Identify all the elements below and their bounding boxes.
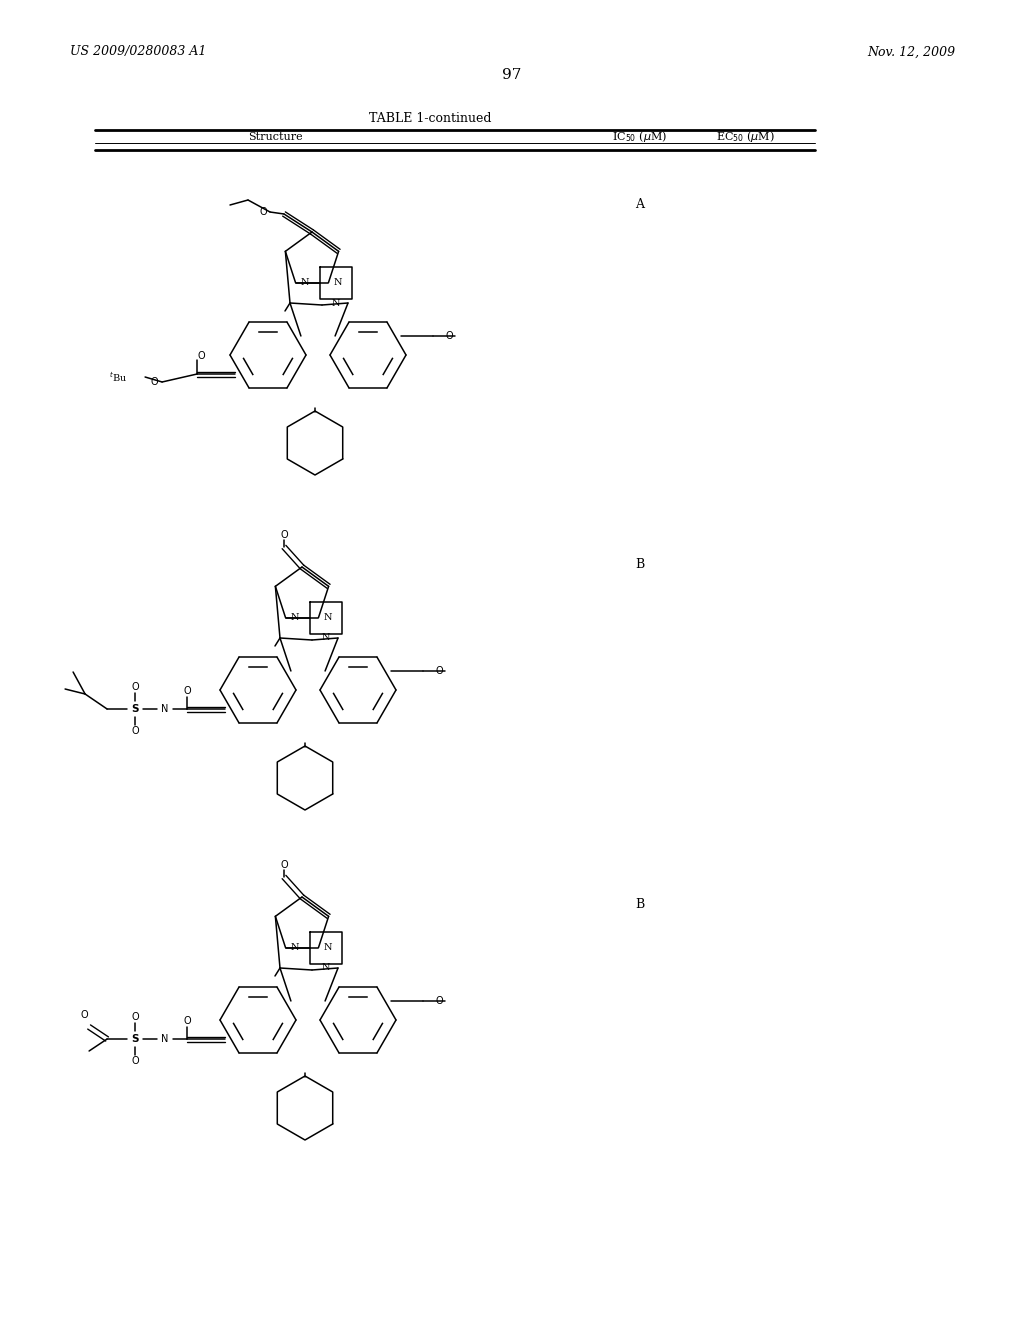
Text: O: O: [281, 531, 288, 540]
Text: N: N: [322, 964, 331, 973]
Text: 97: 97: [503, 69, 521, 82]
Text: EC$_{50}$ ($\mu$M): EC$_{50}$ ($\mu$M): [716, 129, 774, 144]
Text: O: O: [151, 378, 158, 387]
Text: O: O: [131, 726, 139, 737]
Text: N: N: [291, 944, 299, 952]
Text: IC$_{50}$ ($\mu$M): IC$_{50}$ ($\mu$M): [612, 129, 668, 144]
Text: N: N: [291, 614, 299, 622]
Text: N: N: [300, 279, 309, 288]
Text: N: N: [162, 704, 169, 714]
Text: N: N: [334, 279, 342, 288]
Text: O: O: [183, 1016, 190, 1026]
Text: N: N: [162, 1034, 169, 1044]
Text: O: O: [198, 351, 205, 360]
Text: US 2009/0280083 A1: US 2009/0280083 A1: [70, 45, 207, 58]
Text: S: S: [131, 704, 139, 714]
Text: O: O: [131, 682, 139, 692]
Text: A: A: [636, 198, 644, 211]
Text: Nov. 12, 2009: Nov. 12, 2009: [867, 45, 955, 58]
Text: O: O: [131, 1056, 139, 1067]
Text: O: O: [131, 1012, 139, 1022]
Text: N: N: [324, 944, 332, 952]
Text: O: O: [183, 686, 190, 696]
Text: B: B: [635, 558, 645, 572]
Text: B: B: [635, 899, 645, 912]
Text: O: O: [435, 997, 442, 1006]
Text: Structure: Structure: [248, 132, 302, 143]
Text: N: N: [332, 298, 341, 308]
Text: O: O: [259, 207, 267, 216]
Text: O: O: [80, 1010, 88, 1020]
Text: N: N: [322, 634, 331, 643]
Text: $^t$Bu: $^t$Bu: [109, 370, 127, 384]
Text: O: O: [435, 667, 442, 676]
Text: S: S: [131, 1034, 139, 1044]
Text: O: O: [281, 861, 288, 870]
Text: TABLE 1-continued: TABLE 1-continued: [369, 111, 492, 124]
Text: O: O: [445, 331, 453, 341]
Text: N: N: [324, 614, 332, 622]
